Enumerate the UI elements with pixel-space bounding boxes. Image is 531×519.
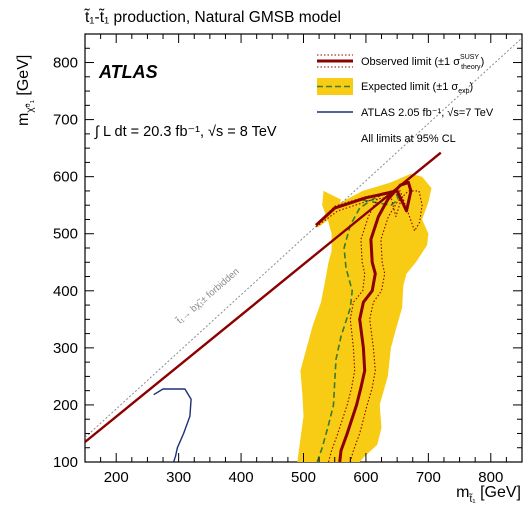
legend-expected-label: Expected limit (±1 σexp)	[361, 81, 473, 95]
x-tick-label: 700	[416, 469, 441, 486]
x-tick-label: 800	[478, 469, 503, 486]
y-tick-label: 800	[53, 55, 78, 72]
observed-sigma-line	[315, 190, 401, 462]
legend: Observed limit (±1 σSUSY theory) Expected…	[317, 54, 494, 145]
lumi-text: ∫ L dt = 20.3 fb⁻¹, √s = 8 TeV	[94, 124, 277, 140]
atlas-label: ATLAS	[98, 62, 158, 82]
x-tick-label: 300	[166, 469, 191, 486]
y-tick-label: 700	[53, 112, 78, 129]
y-tick-label: 200	[53, 397, 78, 414]
y-tick-label: 100	[53, 454, 78, 471]
y-axis-title: mχ̃⁰₁ [GeV]	[15, 55, 36, 126]
legend-previous-label: ATLAS 2.05 fb⁻¹, √s=7 TeV	[361, 107, 494, 119]
forbidden-boundary-line	[85, 37, 522, 438]
legend-note: All limits at 95% CL	[361, 133, 456, 145]
figure-title: t̃₁-t̃₁ production, Natural GMSB model	[83, 9, 341, 26]
y-tick-label: 500	[53, 226, 78, 243]
x-tick-label: 500	[291, 469, 316, 486]
ticks-layer: 200 300 400 500 600 700 800 100 200 300 400 500 600 7…	[53, 33, 523, 486]
x-tick-label: 600	[353, 469, 378, 486]
y-tick-label: 400	[53, 283, 78, 300]
y-tick-label: 600	[53, 169, 78, 186]
curves-layer	[85, 37, 522, 462]
x-tick-label: 400	[229, 469, 254, 486]
observed-sigma-line	[316, 190, 423, 462]
observed-limit-line	[314, 180, 413, 462]
observed-diagonal-line	[85, 151, 442, 443]
legend-observed-label: Observed limit (±1 σSUSY theory)	[361, 54, 484, 71]
expected-band	[297, 173, 432, 462]
x-axis-title: mt̃₁ [GeV]	[456, 484, 521, 505]
expected-limit-line	[315, 191, 400, 462]
x-tick-label: 200	[104, 469, 129, 486]
previous-limit-line	[153, 388, 192, 462]
y-tick-label: 300	[53, 340, 78, 357]
